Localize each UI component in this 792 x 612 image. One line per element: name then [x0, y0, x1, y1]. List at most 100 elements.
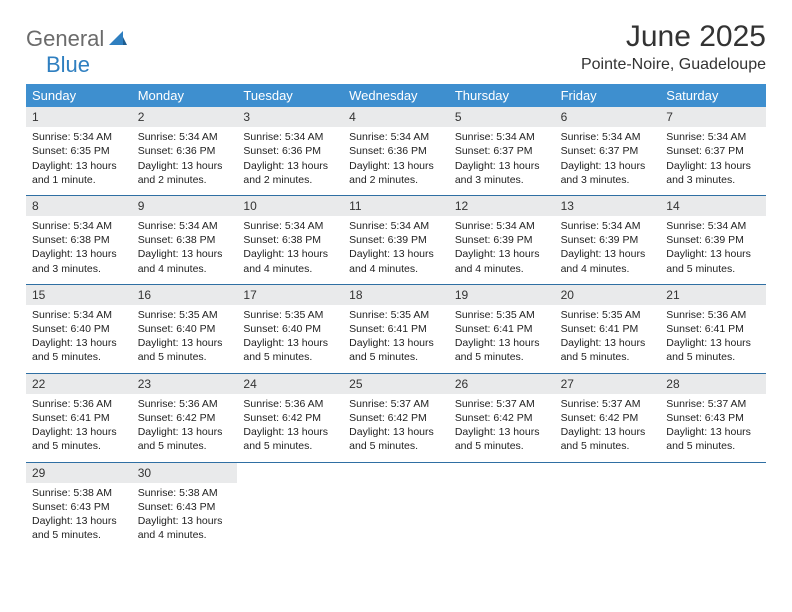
- week-row: 29Sunrise: 5:38 AMSunset: 6:43 PMDayligh…: [26, 462, 766, 551]
- daylight-text: Daylight: 13 hours and 4 minutes.: [138, 514, 232, 542]
- day-number: 13: [555, 196, 661, 216]
- sunset-text: Sunset: 6:40 PM: [32, 322, 126, 336]
- day-number: 20: [555, 285, 661, 305]
- title-block: June 2025 Pointe-Noire, Guadeloupe: [581, 20, 766, 74]
- day-number: 19: [449, 285, 555, 305]
- day-number: 16: [132, 285, 238, 305]
- day-cell: 1Sunrise: 5:34 AMSunset: 6:35 PMDaylight…: [26, 107, 132, 195]
- sunset-text: Sunset: 6:40 PM: [138, 322, 232, 336]
- day-number: 25: [343, 374, 449, 394]
- sunrise-text: Sunrise: 5:37 AM: [666, 397, 760, 411]
- week-row: 22 Sunrise: 5:36 AMSunset: 6:41 PMDayligh…: [26, 373, 766, 462]
- daylight-text: Daylight: 13 hours and 5 minutes.: [561, 336, 655, 364]
- day-cell: [449, 463, 555, 551]
- sunrise-text: Sunrise: 5:34 AM: [349, 130, 443, 144]
- day-cell: 3Sunrise: 5:34 AMSunset: 6:36 PMDaylight…: [237, 107, 343, 195]
- sunrise-text: Sunrise: 5:34 AM: [666, 219, 760, 233]
- sunrise-text: Sunrise: 5:34 AM: [349, 219, 443, 233]
- day-number: 2: [132, 107, 238, 127]
- sunset-text: Sunset: 6:43 PM: [666, 411, 760, 425]
- sunrise-text: Sunrise: 5:34 AM: [666, 130, 760, 144]
- sunrise-text: Sunrise: 5:34 AM: [138, 130, 232, 144]
- day-cell: 22 Sunrise: 5:36 AMSunset: 6:41 PMDayligh…: [26, 374, 132, 462]
- sunset-text: Sunset: 6:42 PM: [349, 411, 443, 425]
- logo-text-blue: Blue: [46, 52, 90, 77]
- day-cell: 21Sunrise: 5:36 AMSunset: 6:41 PMDayligh…: [660, 285, 766, 373]
- sunrise-text: Sunrise: 5:35 AM: [138, 308, 232, 322]
- day-number: 18: [343, 285, 449, 305]
- logo-sail-icon: [109, 31, 127, 47]
- sunset-text: Sunset: 6:42 PM: [138, 411, 232, 425]
- sunrise-text: Sunrise: 5:34 AM: [561, 130, 655, 144]
- sunrise-text: Sunrise: 5:37 AM: [455, 397, 549, 411]
- day-cell: 10Sunrise: 5:34 AMSunset: 6:38 PMDayligh…: [237, 196, 343, 284]
- day-number: 8: [26, 196, 132, 216]
- sunset-text: Sunset: 6:36 PM: [138, 144, 232, 158]
- day-number: 12: [449, 196, 555, 216]
- day-number: 22: [26, 374, 132, 394]
- sunrise-text: Sunrise: 5:34 AM: [32, 308, 126, 322]
- day-cell: 23Sunrise: 5:36 AMSunset: 6:42 PMDayligh…: [132, 374, 238, 462]
- day-number: 27: [555, 374, 661, 394]
- day-number: 15: [26, 285, 132, 305]
- sunrise-text: Sunrise: 5:37 AM: [561, 397, 655, 411]
- day-cell: 26Sunrise: 5:37 AMSunset: 6:42 PMDayligh…: [449, 374, 555, 462]
- sunset-text: Sunset: 6:36 PM: [243, 144, 337, 158]
- day-cell: 13Sunrise: 5:34 AMSunset: 6:39 PMDayligh…: [555, 196, 661, 284]
- sunset-text: Sunset: 6:41 PM: [666, 322, 760, 336]
- daylight-text: Daylight: 13 hours and 1 minute.: [32, 159, 126, 187]
- sunset-text: Sunset: 6:39 PM: [666, 233, 760, 247]
- day-number: 10: [237, 196, 343, 216]
- day-header: Sunday: [26, 84, 132, 107]
- week-row: 8Sunrise: 5:34 AMSunset: 6:38 PMDaylight…: [26, 195, 766, 284]
- day-header: Tuesday: [237, 84, 343, 107]
- sunset-text: Sunset: 6:35 PM: [32, 144, 126, 158]
- day-cell: [555, 463, 661, 551]
- day-number: 1: [26, 107, 132, 127]
- sunset-text: Sunset: 6:39 PM: [349, 233, 443, 247]
- daylight-text: Daylight: 13 hours and 5 minutes.: [32, 425, 126, 453]
- day-cell: 6Sunrise: 5:34 AMSunset: 6:37 PMDaylight…: [555, 107, 661, 195]
- sunrise-text: Sunrise: 5:35 AM: [243, 308, 337, 322]
- sunset-text: Sunset: 6:42 PM: [561, 411, 655, 425]
- sunset-text: Sunset: 6:43 PM: [138, 500, 232, 514]
- daylight-text: Daylight: 13 hours and 4 minutes.: [349, 247, 443, 275]
- day-cell: 19Sunrise: 5:35 AMSunset: 6:41 PMDayligh…: [449, 285, 555, 373]
- daylight-text: Daylight: 13 hours and 5 minutes.: [666, 336, 760, 364]
- daylight-text: Daylight: 13 hours and 2 minutes.: [243, 159, 337, 187]
- page-header: General Blue June 2025 Pointe-Noire, Gua…: [26, 20, 766, 78]
- day-header: Saturday: [660, 84, 766, 107]
- day-cell: 5Sunrise: 5:34 AMSunset: 6:37 PMDaylight…: [449, 107, 555, 195]
- sunset-text: Sunset: 6:36 PM: [349, 144, 443, 158]
- daylight-text: Daylight: 13 hours and 3 minutes.: [455, 159, 549, 187]
- day-number: 21: [660, 285, 766, 305]
- sunset-text: Sunset: 6:38 PM: [32, 233, 126, 247]
- day-number: 5: [449, 107, 555, 127]
- day-header: Thursday: [449, 84, 555, 107]
- day-number: 4: [343, 107, 449, 127]
- sunrise-text: Sunrise: 5:34 AM: [243, 130, 337, 144]
- daylight-text: Daylight: 13 hours and 5 minutes.: [138, 336, 232, 364]
- day-cell: 29Sunrise: 5:38 AMSunset: 6:43 PMDayligh…: [26, 463, 132, 551]
- daylight-text: Daylight: 13 hours and 4 minutes.: [561, 247, 655, 275]
- daylight-text: Daylight: 13 hours and 5 minutes.: [455, 336, 549, 364]
- daylight-text: Daylight: 13 hours and 3 minutes.: [32, 247, 126, 275]
- day-number: 9: [132, 196, 238, 216]
- calendar: Sunday Monday Tuesday Wednesday Thursday…: [26, 84, 766, 550]
- daylight-text: Daylight: 13 hours and 4 minutes.: [243, 247, 337, 275]
- weeks-container: 1Sunrise: 5:34 AMSunset: 6:35 PMDaylight…: [26, 107, 766, 550]
- day-header-row: Sunday Monday Tuesday Wednesday Thursday…: [26, 84, 766, 107]
- sunset-text: Sunset: 6:41 PM: [32, 411, 126, 425]
- sunset-text: Sunset: 6:37 PM: [455, 144, 549, 158]
- sunrise-text: Sunrise: 5:34 AM: [32, 219, 126, 233]
- day-number: 6: [555, 107, 661, 127]
- daylight-text: Daylight: 13 hours and 4 minutes.: [455, 247, 549, 275]
- day-cell: 2Sunrise: 5:34 AMSunset: 6:36 PMDaylight…: [132, 107, 238, 195]
- day-cell: 24Sunrise: 5:36 AMSunset: 6:42 PMDayligh…: [237, 374, 343, 462]
- sunset-text: Sunset: 6:37 PM: [561, 144, 655, 158]
- day-cell: [237, 463, 343, 551]
- sunset-text: Sunset: 6:42 PM: [243, 411, 337, 425]
- sunrise-text: Sunrise: 5:36 AM: [32, 397, 126, 411]
- day-cell: [343, 463, 449, 551]
- sunset-text: Sunset: 6:41 PM: [349, 322, 443, 336]
